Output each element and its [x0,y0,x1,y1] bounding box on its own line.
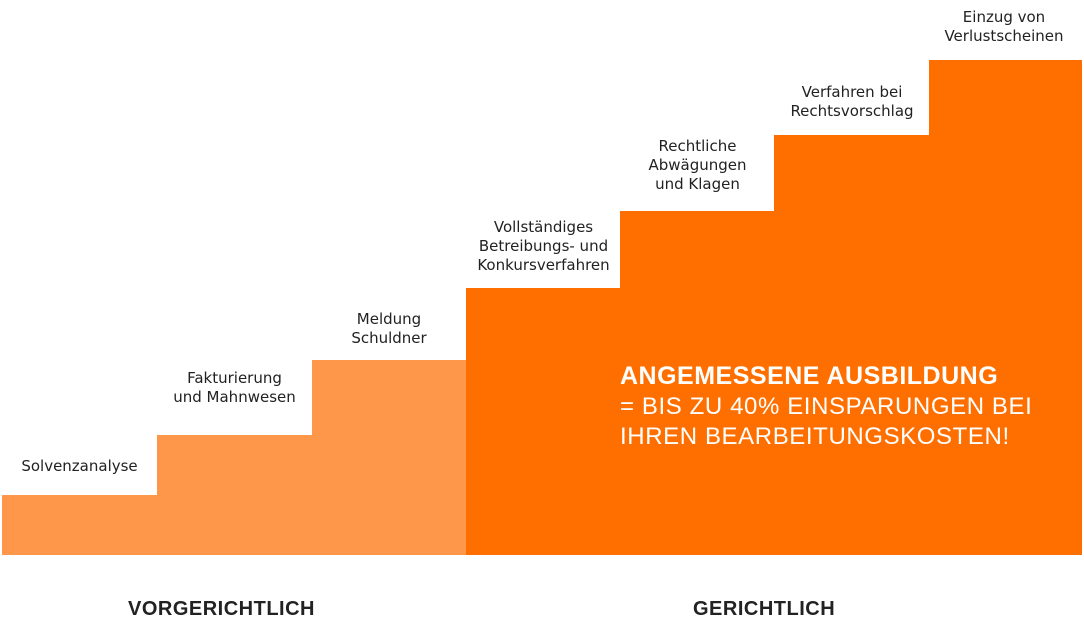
step-bar-meldung-schuldner [312,360,466,555]
step-bar-rechtliche-abwaegungen [620,211,775,555]
savings-callout: ANGEMESSENE AUSBILDUNG = BIS ZU 40% EINS… [620,360,1060,452]
step-bar-fakturierung [157,435,312,555]
step-label-fakturierung: Fakturierung und Mahnwesen [173,369,296,406]
step-label-meldung-schuldner: Meldung Schuldner [351,310,427,347]
step-label-konkursverfahren: Vollständiges Betreibungs- und Konkursve… [477,218,610,274]
step-label-solvenzanalyse: Solvenzanalyse [21,457,138,475]
phase-label-gerichtlich: GERICHTLICH [693,598,836,620]
step-bar-solvenzanalyse [2,495,157,555]
step-bar-rechtsvorschlag [774,135,930,555]
phase-label-vorgerichtlich: VORGERICHTLICH [128,598,315,620]
step-label-verlustscheine: Einzug von Verlustscheinen [944,8,1064,45]
callout-title: ANGEMESSENE AUSBILDUNG [620,362,999,390]
step-label-rechtsvorschlag: Verfahren bei Rechtsvorschlag [790,83,914,120]
callout-body: = BIS ZU 40% EINSPARUNGEN BEI IHREN BEAR… [620,393,1033,450]
step-bar-verlustscheine [929,60,1082,555]
step-label-rechtliche-abwaegungen: Rechtliche Abwägungen und Klagen [648,137,747,193]
step-bar-konkursverfahren [466,288,621,555]
